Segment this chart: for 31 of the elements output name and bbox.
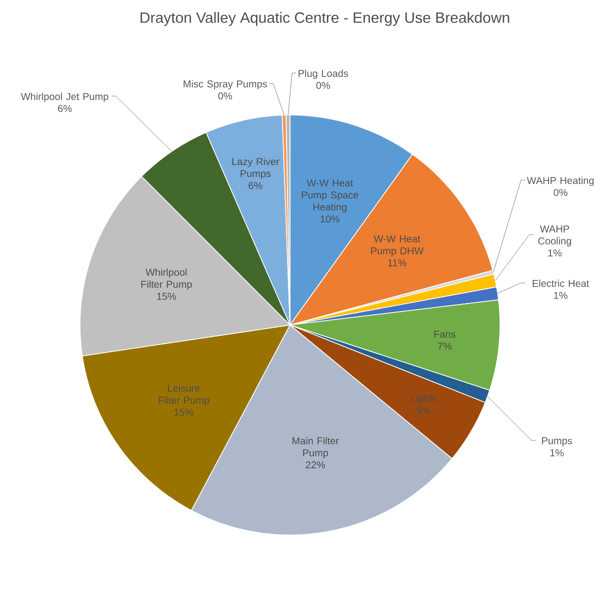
data-label: 6% (58, 104, 72, 112)
data-label: 10% (320, 215, 340, 223)
slice-label: Lights (411, 394, 437, 404)
slice-label: W-W Heat Pump DHW (371, 235, 424, 256)
slice-label: Fans (434, 330, 456, 338)
slice-label: W-W Heat Pump Space Heating (302, 180, 358, 212)
slice-label: Whirlpool Jet Pump (20, 92, 108, 102)
slice-label: Leisure Filter Pump (158, 384, 210, 406)
data-label: 0% (218, 92, 232, 100)
data-label: 15% (157, 292, 176, 300)
data-label: 0% (316, 82, 330, 89)
data-label: 0% (554, 188, 568, 196)
slice-label: Plug Loads (298, 70, 348, 79)
data-label: 1% (554, 292, 568, 299)
slice-label: WAHP Cooling (538, 226, 572, 246)
chart-title: Drayton Valley Aquatic Centre - Energy Use Breakdown (140, 12, 510, 26)
data-label: 15% (174, 408, 194, 416)
data-label: 6% (248, 182, 262, 190)
data-label: 7% (438, 342, 452, 350)
data-label: 1% (550, 449, 564, 456)
data-label: 1% (548, 249, 562, 256)
slice-label: Lazy River Pumps (232, 158, 280, 180)
data-label: 11% (388, 259, 406, 266)
data-label: 22% (306, 461, 326, 468)
data-label: 5% (416, 406, 431, 414)
slice-label: Misc Spray Pumps (184, 80, 267, 90)
slice-label: WAHP Heating (526, 176, 594, 186)
slice-label: Main Filter Pump (292, 437, 339, 458)
slice-label: Whirlpool Filter Pump (141, 268, 192, 290)
slice-label: Pumps (542, 437, 572, 446)
slice-label: Electric Heat (532, 280, 590, 287)
